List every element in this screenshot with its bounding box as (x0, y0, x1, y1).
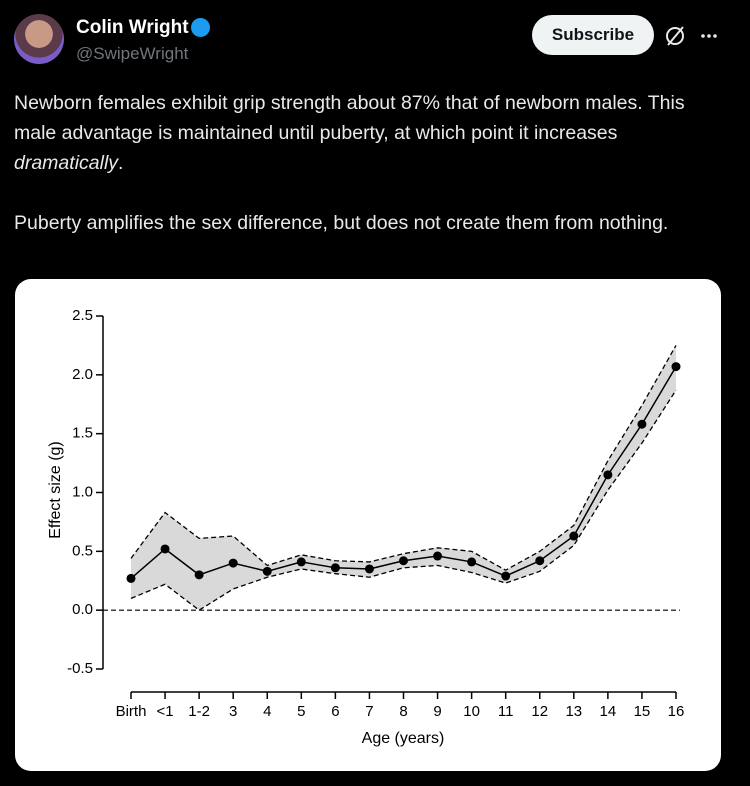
x-tick-label: 7 (365, 703, 373, 720)
point (160, 544, 170, 554)
point (262, 566, 272, 576)
paragraph: Puberty amplifies the sex difference, bu… (14, 212, 669, 234)
chart: Age (years) Effect size (g) -0.5 0.0 0.5 1.… (47, 307, 685, 747)
y-tick-label: 0.5 (72, 542, 93, 559)
y-tick-label: 0.0 (72, 601, 93, 618)
x-tick-label: 10 (463, 703, 480, 720)
x-tick-label: 6 (331, 703, 339, 720)
x-tick-label: 13 (565, 703, 582, 720)
point (399, 556, 408, 566)
x-tick-label: 8 (399, 703, 407, 720)
x-tick-label: 14 (600, 703, 617, 720)
y-tick-label: -0.5 (67, 660, 93, 677)
x-tick-label: 4 (263, 703, 271, 720)
x-tick-label: 15 (634, 703, 651, 720)
point (671, 362, 681, 372)
point (467, 557, 477, 567)
x-tick-label: 9 (433, 703, 441, 720)
emphasis: dramatically (14, 152, 119, 174)
x-tick-label: Birth (116, 703, 147, 720)
y-axis-label: Effect size (g) (47, 441, 64, 539)
point (637, 419, 647, 429)
x-tick-label: 3 (229, 703, 237, 720)
subscribe-button[interactable]: Subscribe (532, 15, 654, 55)
x-tick-label: <1 (157, 703, 174, 720)
y-tick-label: 1.5 (72, 425, 93, 442)
y-tick-label: 1.0 (72, 483, 93, 500)
point (603, 470, 613, 480)
x-tick-label: 16 (668, 703, 685, 720)
point (433, 551, 443, 561)
point (364, 564, 374, 574)
paragraph: Newborn females exhibit grip strength ab… (14, 88, 730, 178)
ci-upper (130, 345, 677, 571)
point (535, 556, 545, 566)
point (569, 531, 579, 541)
icons[interactable] (664, 24, 724, 48)
author-name[interactable]: Colin Wright (76, 17, 189, 38)
point (228, 558, 238, 568)
text: . (118, 152, 124, 174)
chart-card: Age (years) Effect size (g) -0.5 0.0 0.5 1.… (15, 279, 721, 771)
point (330, 563, 340, 573)
y-tick-label: 2.5 (72, 307, 93, 324)
x-tick-label: 11 (498, 703, 514, 720)
author-handle[interactable]: @SwipeWright (76, 44, 189, 63)
text: Newborn females exhibit grip strength ab… (14, 92, 685, 144)
ci-lower (130, 389, 677, 611)
point (194, 570, 204, 580)
post-text: Newborn females exhibit grip strength ab… (14, 88, 730, 238)
avatar[interactable] (14, 14, 64, 64)
x-tick-label: 1-2 (188, 703, 210, 720)
point (501, 571, 511, 581)
y-tick-label: 2.0 (72, 366, 93, 383)
x-tick-label: 12 (531, 703, 548, 720)
x-axis-label: Age (years) (362, 730, 445, 747)
verified-badge (191, 18, 210, 37)
point (126, 573, 136, 583)
x-tick-label: 5 (297, 703, 305, 720)
point (296, 557, 306, 567)
